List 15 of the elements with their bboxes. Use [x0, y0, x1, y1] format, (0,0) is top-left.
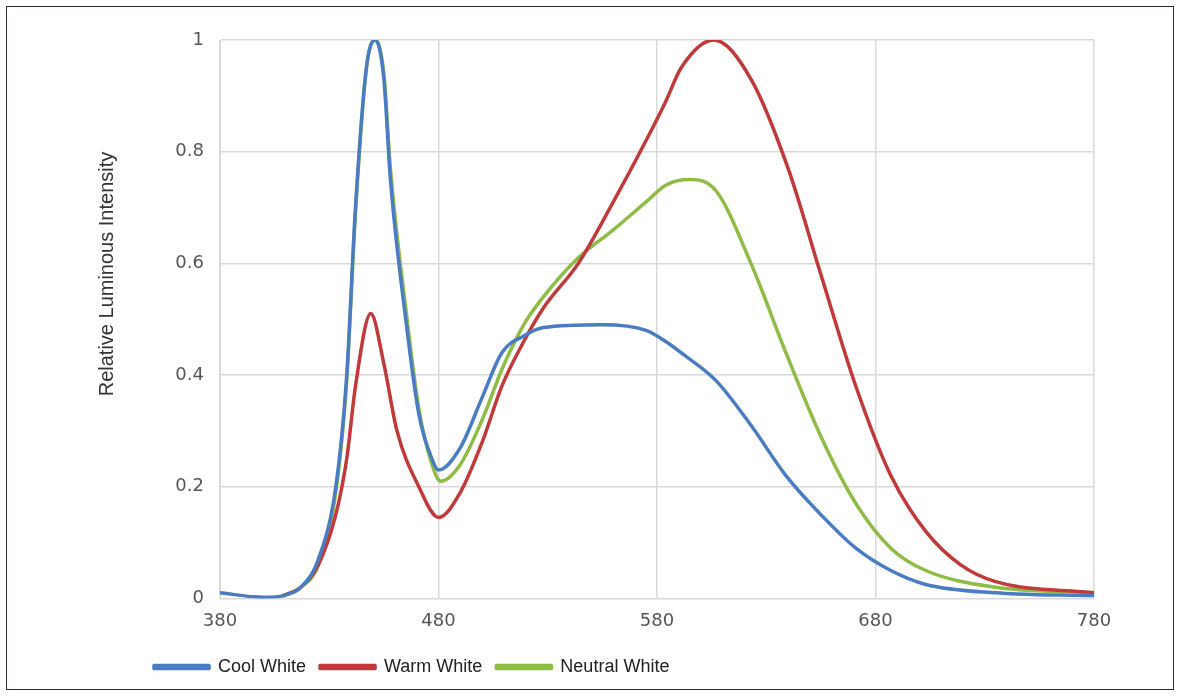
legend-label: Cool White — [218, 655, 307, 676]
y-tick-label: 0.4 — [175, 362, 204, 384]
x-tick-label: 680 — [858, 608, 893, 630]
x-tick-label: 480 — [421, 608, 456, 630]
y-tick-label: 0.2 — [175, 474, 204, 496]
x-tick-label: 580 — [639, 608, 675, 630]
x-tick-label: 380 — [202, 608, 238, 630]
legend-label: Neutral White — [560, 655, 670, 676]
x-tick-label: 780 — [1076, 608, 1112, 630]
y-tick-label: 1 — [192, 27, 204, 49]
legend-label: Warm White — [384, 655, 483, 676]
y-tick-label: 0.6 — [175, 251, 204, 273]
y-axis-title: Relative Luminous Intensity — [94, 151, 118, 397]
y-tick-label: 0 — [192, 586, 204, 608]
y-tick-label: 0.8 — [175, 139, 204, 161]
